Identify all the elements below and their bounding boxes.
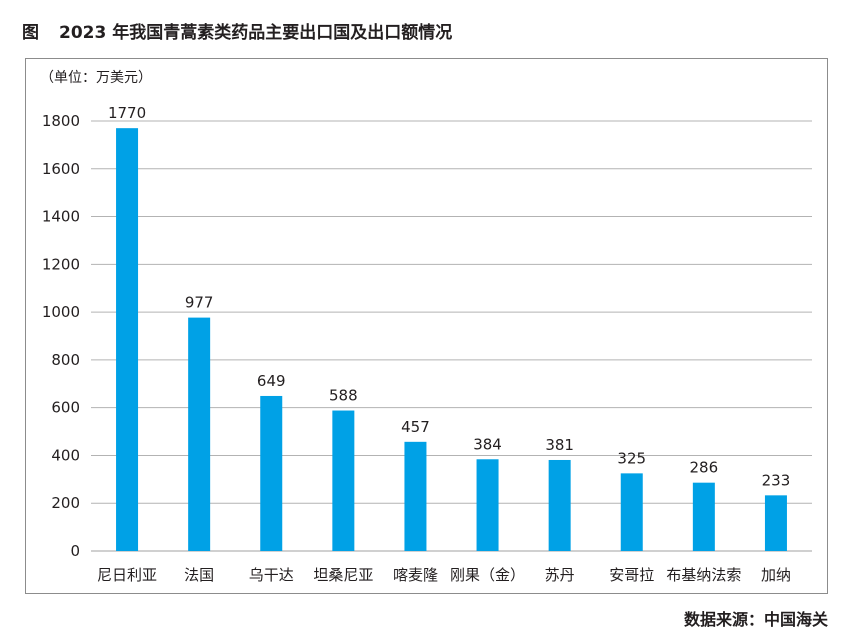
x-tick-label: 苏丹 xyxy=(545,566,575,584)
y-tick-label: 600 xyxy=(51,399,80,417)
x-tick-label: 刚果（金） xyxy=(450,566,525,584)
y-tick-label: 1200 xyxy=(42,255,80,273)
data-label: 649 xyxy=(257,372,286,390)
bar xyxy=(764,495,787,551)
y-axis: 0 200 400 600 800 1000 1200 1400 1600 1800 xyxy=(42,112,80,560)
x-tick-label: 乌干达 xyxy=(249,566,294,584)
data-label: 233 xyxy=(762,471,791,489)
chart-title: 2023 年我国青蒿素类药品主要出口国及出口额情况 xyxy=(59,23,453,43)
data-label: 384 xyxy=(473,435,502,453)
bar xyxy=(548,459,571,551)
bar xyxy=(404,441,427,551)
figure-label: 图 xyxy=(22,23,39,43)
bar xyxy=(476,459,499,551)
x-tick-label: 喀麦隆 xyxy=(393,566,438,584)
bar xyxy=(332,410,355,551)
y-tick-label: 0 xyxy=(70,542,80,560)
bars xyxy=(116,128,787,551)
x-axis: 尼日利亚 法国 乌干达 坦桑尼亚 喀麦隆 刚果（金） 苏丹 安哥拉 布基纳法索 加纳 xyxy=(97,566,791,584)
data-label: 977 xyxy=(185,294,214,312)
x-tick-label: 加纳 xyxy=(761,566,791,584)
unit-label: （单位：万美元） xyxy=(40,70,152,86)
y-tick-label: 800 xyxy=(51,351,80,369)
y-tick-label: 1800 xyxy=(42,112,80,130)
figure-title: 图 2023 年我国青蒿素类药品主要出口国及出口额情况 xyxy=(22,18,452,43)
data-label: 286 xyxy=(690,459,719,477)
source-note: 数据来源：中国海关 xyxy=(683,610,828,629)
x-tick-label: 安哥拉 xyxy=(609,566,654,584)
data-label: 1770 xyxy=(108,104,146,122)
bar xyxy=(620,473,643,551)
data-label: 381 xyxy=(545,436,574,454)
y-tick-label: 1000 xyxy=(42,303,80,321)
x-tick-label: 尼日利亚 xyxy=(97,566,157,584)
y-tick-label: 1600 xyxy=(42,160,80,178)
y-tick-label: 400 xyxy=(51,446,80,464)
grid-lines xyxy=(91,120,812,552)
data-label: 588 xyxy=(329,387,358,405)
data-labels: 1770 977 649 588 457 384 381 325 286 233 xyxy=(108,104,790,489)
data-label: 325 xyxy=(617,449,646,467)
bar xyxy=(692,482,715,551)
bar xyxy=(260,395,283,551)
x-tick-label: 坦桑尼亚 xyxy=(313,566,373,584)
bar xyxy=(116,128,139,551)
bar xyxy=(188,317,211,551)
y-tick-label: 1400 xyxy=(42,208,80,226)
y-tick-label: 200 xyxy=(51,494,80,512)
data-label: 457 xyxy=(401,418,430,436)
x-tick-label: 法国 xyxy=(184,566,214,584)
x-tick-label: 布基纳法索 xyxy=(666,566,741,584)
chart-frame xyxy=(25,58,828,594)
